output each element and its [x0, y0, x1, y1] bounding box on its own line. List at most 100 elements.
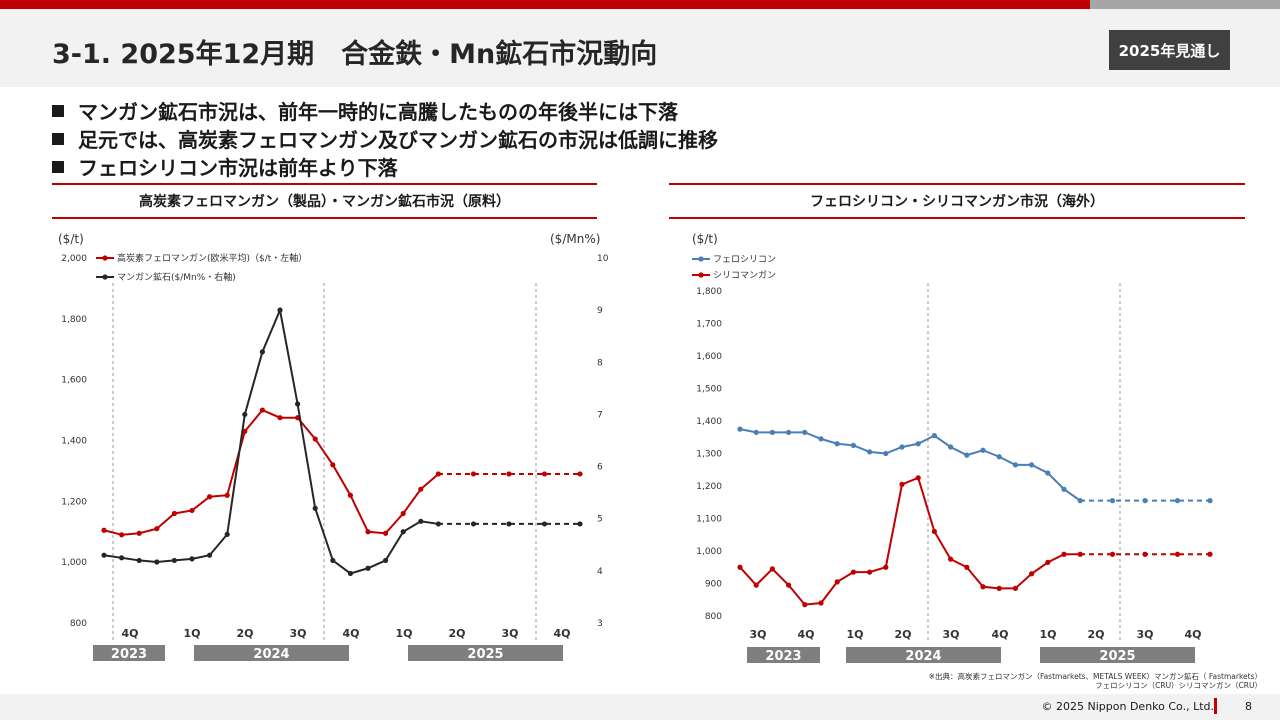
chart1-ferromanganese-forecast-point: [470, 471, 477, 477]
chart2-silicomanganese-point: [850, 569, 857, 575]
chart1-ferromanganese-point: [365, 529, 371, 535]
chart2-y-tick-label: 1,200: [696, 482, 722, 492]
chart1-ferromanganese-point: [224, 492, 230, 498]
chart2-ferrosilicon-forecast-point: [1207, 498, 1213, 504]
chart2-silicomanganese-point: [867, 569, 873, 575]
chart1-ferromanganese-point: [277, 415, 283, 421]
chart2-silicomanganese-point: [1045, 559, 1051, 565]
chart2-quarter-label: 1Q: [1039, 628, 1056, 641]
chart2-silicomanganese-line: [739, 476, 1081, 606]
header-band: [0, 9, 1280, 87]
footer-accent-bar: [1214, 698, 1217, 714]
chart2-ferrosilicon-point: [753, 429, 759, 435]
chart2-quarter-label: 1Q: [846, 628, 863, 641]
chart1-y2-tick-label: 5: [597, 515, 603, 525]
chart1-ferromanganese-point: [119, 532, 125, 538]
chart1-title: 高炭素フェロマンガン（製品）・マンガン鉱石市況（原料）: [52, 183, 597, 219]
page-title: 3-1. 2025年12月期 合金鉄・Mn鉱石市況動向: [52, 39, 658, 70]
chart2-title: フェロシリコン・シリコマンガン市況（海外）: [669, 183, 1245, 219]
chart2-ferrosilicon-forecast-point: [1109, 498, 1116, 504]
chart1-manganese-ore-point: [365, 565, 371, 571]
bullet-item: フェロシリコン市況は前年より下落: [52, 154, 718, 182]
chart1-left-unit: ($/t): [58, 232, 84, 246]
chart2-year-label: 2025: [1099, 649, 1135, 664]
chart2-silicomanganese-point: [753, 582, 759, 588]
chart2-silicomanganese-point: [1012, 585, 1019, 591]
chart2-silicomanganese-point: [1061, 551, 1067, 557]
chart1-y2-tick-label: 4: [597, 567, 603, 577]
chart2-ferrosilicon-point: [737, 426, 743, 432]
chart1-y-tick-label: 1,200: [61, 497, 87, 507]
chart1-right-unit: ($/Mn%): [550, 232, 600, 246]
chart2-ferrosilicon-forecast-point: [1142, 498, 1148, 504]
chart1-quarter-label: 2Q: [448, 627, 465, 640]
chart2-ferrosilicon-point: [1012, 462, 1019, 468]
chart2-y-tick-label: 1,400: [696, 417, 722, 427]
chart2-silicomanganese-point: [899, 481, 905, 487]
chart2-silicomanganese-point: [964, 564, 970, 570]
chart2-y-tick-label: 1,800: [696, 287, 722, 297]
bullet-text: 足元では、高炭素フェロマンガン及びマンガン鉱石の市況は低調に推移: [78, 128, 718, 152]
chart2-legend-ferrosilicon-marker: [698, 256, 704, 262]
chart1-manganese-ore-point: [383, 557, 389, 564]
chart2-ferrosilicon-point: [850, 442, 857, 448]
chart1-ferromanganese-point: [312, 436, 318, 442]
chart2-quarter-label: 4Q: [991, 628, 1008, 641]
chart2-silicomanganese-forecast-point: [1207, 551, 1213, 557]
chart1-ferromanganese-point: [418, 486, 424, 492]
bullet-text: マンガン鉱石市況は、前年一時的に高騰したものの年後半には下落: [78, 100, 678, 124]
chart2-ferrosilicon-point: [786, 429, 792, 435]
chart1-manganese-ore-forecast-point: [470, 521, 477, 527]
page-number: 8: [1245, 700, 1252, 713]
chart2-ferrosilicon-point: [931, 433, 938, 439]
chart1-quarter-label: 3Q: [289, 627, 306, 640]
chart2-silicomanganese-point: [883, 564, 889, 570]
chart2-silicomanganese-point: [996, 585, 1002, 591]
chart2-ferrosilicon-point: [818, 436, 824, 442]
chart2-ferrosilicon-point: [867, 449, 873, 455]
chart1-legend-ferromanganese-marker: [102, 255, 108, 261]
chart1-ferromanganese-point: [400, 510, 406, 517]
chart1-y2-tick-label: 3: [597, 619, 603, 629]
chart1-manganese-ore-line: [103, 306, 439, 575]
chart1-y2-tick-label: 9: [597, 306, 603, 316]
chart1-manganese-ore-point: [400, 529, 406, 535]
chart1-manganese-ore-forecast-point: [577, 521, 583, 527]
chart1-legend-manganese-ore-label: マンガン鉱石($/Mn%・右軸): [117, 271, 236, 283]
chart1-manganese-ore-point: [259, 349, 265, 355]
top-accent-bar-gray: [1090, 0, 1280, 9]
chart2-year-label: 2023: [765, 649, 801, 664]
chart2-ferrosilicon-point: [1029, 462, 1035, 468]
chart1-legend-manganese-ore-marker: [102, 274, 108, 280]
chart1-quarter-label: 3Q: [501, 627, 518, 640]
chart1-year-label: 2023: [111, 647, 147, 662]
chart1-quarter-label: 4Q: [342, 627, 359, 640]
chart1-quarter-label: 4Q: [553, 627, 570, 640]
chart1-ferromanganese-point: [101, 527, 107, 533]
source-note: ※出典：高炭素フェロマンガン（Fastmarkets、METALS WEEK）マ…: [860, 672, 1262, 690]
chart1-y-tick-label: 1,000: [61, 558, 87, 568]
chart1-y2-tick-label: 10: [597, 254, 609, 264]
chart2-y-tick-label: 1,600: [696, 352, 722, 362]
square-bullet-icon: [52, 161, 64, 173]
chart1-ferromanganese-point: [383, 530, 389, 536]
chart2-y-tick-label: 800: [705, 612, 722, 622]
chart2-silicomanganese-point: [737, 564, 743, 570]
chart2-year-band: [747, 647, 820, 663]
chart2-ferrosilicon-point: [899, 444, 905, 450]
chart2-silicomanganese-point: [802, 602, 808, 608]
chart1-quarter-label: 2Q: [236, 627, 253, 640]
chart2-quarter-label: 3Q: [942, 628, 959, 641]
chart2-silicomanganese-point: [948, 556, 954, 562]
chart2-silicomanganese-forecast-point: [1174, 551, 1181, 557]
chart2-ferrosilicon-point: [883, 450, 889, 457]
chart1-legend-ferromanganese-label: 高炭素フェロマンガン(欧米平均)（$/t・左軸）: [117, 252, 307, 264]
chart1-year-label: 2025: [467, 647, 503, 662]
chart2-ferrosilicon-point: [1061, 486, 1067, 492]
chart2-legend-silicomanganese-label: シリコマンガン: [713, 270, 776, 281]
chart1-manganese-ore-point: [418, 518, 424, 524]
chart1-ferromanganese-point: [189, 507, 195, 514]
chart1-manganese-ore-point: [101, 552, 107, 558]
chart1-year-band: [93, 645, 165, 661]
